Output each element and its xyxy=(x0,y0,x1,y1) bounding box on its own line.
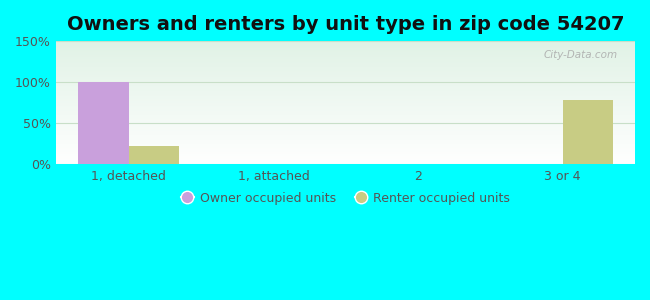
Legend: Owner occupied units, Renter occupied units: Owner occupied units, Renter occupied un… xyxy=(176,187,515,210)
Bar xyxy=(129,146,179,164)
Bar xyxy=(78,82,129,164)
Title: Owners and renters by unit type in zip code 54207: Owners and renters by unit type in zip c… xyxy=(67,15,625,34)
Bar xyxy=(563,100,614,164)
Text: City-Data.com: City-Data.com xyxy=(543,50,618,60)
